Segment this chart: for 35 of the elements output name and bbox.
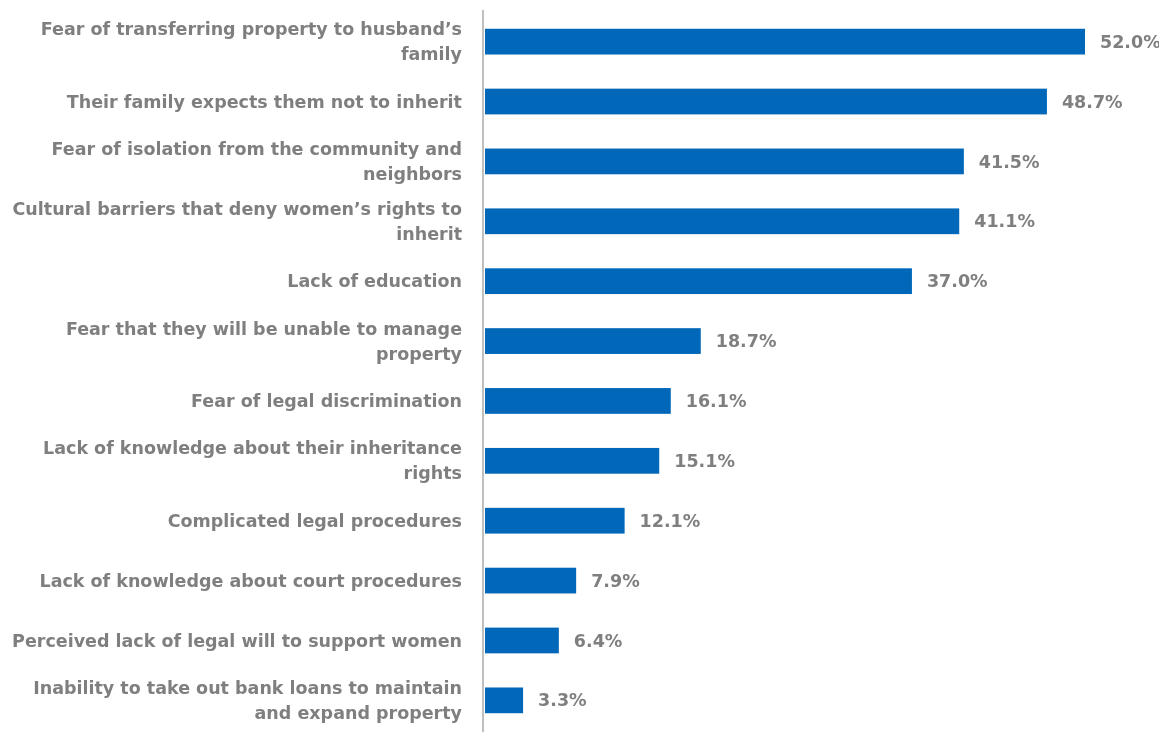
data-label: 7.9%: [591, 570, 640, 591]
y-tick-label: Fear of isolation from the community and neighbors: [51, 139, 462, 185]
y-tick-label: Lack of knowledge about court procedures: [39, 570, 462, 591]
data-label: 16.1%: [685, 391, 747, 412]
bar: [485, 28, 1085, 55]
y-tick-label: Fear of legal discrimination: [191, 391, 462, 412]
bar: [485, 447, 660, 474]
bar: [485, 687, 524, 714]
bar: [485, 328, 701, 354]
y-tick-label: Perceived lack of legal will to support women: [12, 630, 462, 651]
bar: [485, 88, 1047, 115]
y-tick-label: Inability to take out bank loans to maintain and expand property: [33, 677, 463, 723]
bar: [485, 388, 671, 414]
data-label: 48.7%: [1061, 91, 1123, 112]
bar: [485, 208, 960, 235]
data-label: 15.1%: [674, 450, 735, 471]
data-label: 41.1%: [974, 211, 1035, 232]
bar: [485, 268, 912, 295]
data-label: 18.7%: [715, 331, 777, 352]
y-tick-label: Cultural barriers that deny women’s rights to inherit: [12, 198, 462, 244]
y-tick-label: Lack of education: [287, 271, 462, 292]
data-label: 12.1%: [639, 510, 701, 531]
y-tick-label: Complicated legal procedures: [167, 510, 462, 531]
y-tick-label: Fear of transferring property to husband’s family: [40, 19, 463, 65]
bar: [485, 507, 625, 534]
data-label: 3.3%: [538, 690, 587, 711]
bar: [485, 627, 559, 654]
bar: [485, 148, 964, 175]
data-label: 6.4%: [573, 630, 623, 651]
data-label: 37.0%: [926, 271, 988, 292]
y-tick-label: Their family expects them not to inherit: [66, 91, 462, 112]
y-tick-label: Fear that they will be unable to manage property: [65, 318, 463, 364]
data-label: 41.5%: [978, 151, 1040, 172]
y-tick-label: Lack of knowledge about their inheritance rights: [43, 438, 463, 484]
bar: [485, 567, 577, 594]
